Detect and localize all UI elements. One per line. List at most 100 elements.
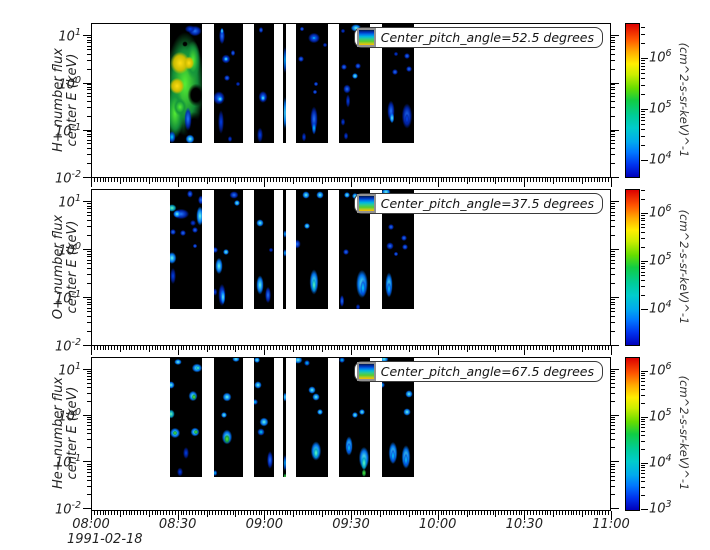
x-minor-tick xyxy=(498,511,500,515)
x-minor-tick xyxy=(93,178,95,182)
x-minor-tick xyxy=(489,346,491,350)
flux-blob xyxy=(266,448,275,473)
colorbar-minor-tick xyxy=(641,223,645,225)
x-minor-tick xyxy=(249,178,251,182)
flux-blob xyxy=(263,283,272,306)
x-minor-tick xyxy=(215,178,217,182)
y-minor-tick xyxy=(87,211,91,213)
x-minor-tick xyxy=(235,346,237,352)
colorbar-minor-tick xyxy=(641,421,645,423)
y-tick-label: 100 xyxy=(58,241,81,259)
y-minor-tick-right xyxy=(611,494,615,496)
flux-blob xyxy=(390,445,397,466)
x-minor-tick xyxy=(397,178,399,182)
x-minor-tick xyxy=(544,178,546,182)
y-minor-tick-right xyxy=(611,447,615,449)
x-minor-tick xyxy=(408,346,410,352)
x-minor-tick xyxy=(183,511,185,515)
y-minor-tick xyxy=(87,259,91,261)
y-minor-tick xyxy=(87,330,91,332)
flux-blob xyxy=(196,193,203,206)
x-minor-tick xyxy=(174,511,176,515)
x-minor-tick xyxy=(157,511,159,515)
x-minor-tick xyxy=(521,178,523,182)
y-minor-tick-right xyxy=(611,307,615,309)
colorbar-minor-tick xyxy=(641,467,645,469)
x-minor-tick xyxy=(587,346,589,350)
flux-blob xyxy=(192,428,199,435)
colorbar-minor-tick xyxy=(641,60,645,62)
flux-blob xyxy=(344,92,351,111)
flux-blob xyxy=(283,472,286,477)
x-minor-tick xyxy=(429,346,430,350)
x-minor-tick xyxy=(541,511,543,515)
x-minor-tick xyxy=(134,511,136,515)
x-minor-tick xyxy=(258,511,260,515)
x-minor-tick xyxy=(189,178,191,182)
x-minor-tick xyxy=(492,346,494,350)
x-minor-tick xyxy=(472,511,474,515)
x-minor-tick xyxy=(122,178,124,182)
x-minor-tick xyxy=(463,346,465,350)
x-minor-tick xyxy=(561,178,563,182)
x-minor-tick xyxy=(535,178,537,182)
colorbar-minor-tick xyxy=(641,84,645,86)
x-minor-tick xyxy=(446,178,448,182)
colorbar-minor-tick xyxy=(641,246,645,248)
x-minor-tick xyxy=(423,511,425,515)
x-minor-tick xyxy=(241,178,243,182)
x-minor-tick xyxy=(163,346,165,350)
x-minor-tick xyxy=(281,511,283,515)
x-minor-tick xyxy=(431,346,433,350)
x-minor-tick xyxy=(166,511,168,515)
data-burst-block xyxy=(283,24,286,143)
x-minor-tick xyxy=(466,178,468,184)
x-minor-tick xyxy=(180,511,182,515)
x-minor-tick xyxy=(122,346,124,350)
x-minor-tick xyxy=(498,178,500,182)
flux-blob xyxy=(258,25,265,34)
x-minor-tick xyxy=(599,178,601,182)
x-minor-tick xyxy=(457,178,459,182)
x-minor-tick xyxy=(400,178,402,182)
y-tick-label: 10-2 xyxy=(54,169,81,187)
colorbar-minor-tick xyxy=(641,198,645,200)
x-minor-tick xyxy=(377,511,378,515)
x-minor-tick xyxy=(599,346,601,350)
x-minor-tick xyxy=(238,178,240,182)
x-minor-tick xyxy=(541,178,543,182)
x-minor-tick xyxy=(535,511,537,515)
x-minor-tick xyxy=(296,346,298,350)
x-minor-tick xyxy=(192,178,194,182)
x-minor-tick xyxy=(235,178,237,184)
x-minor-tick xyxy=(108,346,110,350)
x-minor-tick xyxy=(192,511,194,515)
x-minor-tick xyxy=(501,178,503,182)
y-minor-tick-right xyxy=(611,45,615,47)
x-minor-tick xyxy=(119,178,121,184)
x-minor-tick xyxy=(316,511,318,515)
flux-blob xyxy=(309,35,318,42)
x-minor-tick xyxy=(460,178,462,182)
y-minor-tick xyxy=(87,401,91,403)
x-minor-tick xyxy=(93,346,95,350)
colorbar-minor-tick xyxy=(641,93,645,95)
y-minor-tick xyxy=(87,208,91,210)
x-minor-tick xyxy=(197,511,199,515)
x-minor-tick xyxy=(212,346,214,350)
x-minor-tick xyxy=(541,346,543,350)
x-minor-tick xyxy=(313,346,315,350)
x-minor-tick xyxy=(521,511,523,515)
flux-blob xyxy=(182,103,193,136)
y-minor-tick xyxy=(87,301,91,303)
x-minor-tick xyxy=(585,511,586,515)
x-minor-tick xyxy=(417,346,419,350)
colorbar-minor-tick xyxy=(641,129,645,131)
y-major-tick xyxy=(83,35,91,36)
data-burst-block xyxy=(170,24,203,143)
y-minor-tick xyxy=(87,469,91,471)
x-major-tick xyxy=(264,178,266,187)
x-minor-tick xyxy=(336,511,338,515)
x-minor-tick xyxy=(301,178,303,182)
flux-blob xyxy=(283,41,286,78)
